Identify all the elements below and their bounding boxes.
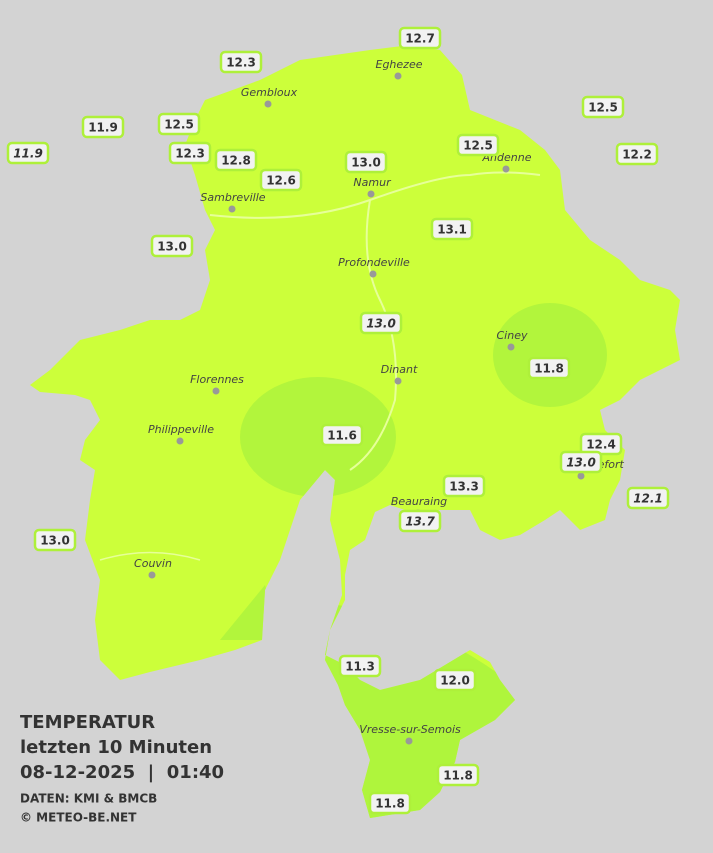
station-value: 13.3 (449, 480, 479, 494)
station-badge (626, 486, 670, 510)
station-value: 13.0 (351, 156, 381, 170)
town-label: Couvin (134, 557, 172, 570)
station-value: 12.2 (622, 148, 652, 162)
station-badge (33, 528, 77, 552)
station-badge (219, 50, 263, 74)
town-dot (507, 343, 515, 351)
legend-title: TEMPERATUR (20, 712, 155, 733)
station-badge (150, 234, 194, 258)
legend-copyright: © METEO-BE.NET (20, 811, 137, 825)
station-value: 11.6 (327, 429, 357, 443)
station-value: 13.0 (40, 534, 70, 548)
station-badge (214, 148, 258, 172)
station-badge (456, 133, 500, 157)
town-dot (367, 190, 375, 198)
town-dot (405, 737, 413, 745)
station-badge (436, 763, 480, 787)
station-badge (442, 474, 486, 498)
town-label: Namur (353, 176, 392, 189)
town-label: Philippeville (148, 423, 214, 436)
town-label: Vresse-sur-Semois (359, 723, 461, 736)
town-label: Profondeville (338, 256, 410, 269)
town-dot (394, 377, 402, 385)
station-badge (433, 668, 477, 692)
station-value: 13.0 (157, 240, 187, 254)
legend: TEMPERATUR letzten 10 Minuten 08-12-2025… (20, 712, 224, 825)
town-label: Florennes (190, 373, 244, 386)
station-value: 13.7 (405, 515, 435, 529)
station-badge (527, 356, 571, 380)
legend-subtitle: letzten 10 Minuten (20, 737, 212, 758)
station-value: 11.8 (534, 362, 564, 376)
town-dot (228, 205, 236, 213)
station-value: 12.5 (164, 118, 194, 132)
station-value: 12.3 (175, 147, 205, 161)
town-dot (502, 165, 510, 173)
station-value: 13.0 (366, 317, 396, 331)
cool-zone (240, 377, 396, 497)
station-value: 12.7 (405, 32, 435, 46)
station-value: 12.0 (440, 674, 470, 688)
town-label: Gembloux (241, 86, 298, 99)
station-value: 13.0 (566, 456, 596, 470)
town-dot (176, 437, 184, 445)
station-badge (157, 112, 201, 136)
town-dot (264, 100, 272, 108)
station-value: 13.1 (437, 223, 467, 237)
station-value: 11.9 (13, 147, 43, 161)
station-badge (368, 791, 412, 815)
station-badge (6, 141, 50, 165)
river (99, 551, 201, 561)
town-label: Sambreville (200, 191, 265, 204)
station-value: 11.8 (443, 769, 473, 783)
town-dot (577, 472, 585, 480)
station-value: 12.4 (586, 438, 616, 452)
stations: 12.7 12.3 12.5 11.9 12.5 11.9 12.3 12.8 13.0 12.5… (6, 26, 670, 815)
station-badge (398, 509, 442, 533)
station-badge (338, 654, 382, 678)
station-value: 11.8 (375, 797, 405, 811)
town-label: Eghezee (376, 58, 423, 71)
station-badge (168, 141, 212, 165)
station-value: 12.3 (226, 56, 256, 70)
station-badge (320, 423, 364, 447)
legend-source: DATEN: KMI & BMCB (20, 792, 157, 806)
river (349, 199, 397, 471)
town-dot (394, 72, 402, 80)
station-badge (615, 142, 659, 166)
station-badge (81, 115, 125, 139)
station-badge (581, 95, 625, 119)
station-badge (398, 26, 442, 50)
station-value: 12.8 (221, 154, 251, 168)
station-badge (344, 150, 388, 174)
legend-datetime: 08-12-2025 | 01:40 (20, 762, 224, 783)
station-badge (430, 217, 474, 241)
station-badge (259, 168, 303, 192)
station-value: 11.3 (345, 660, 375, 674)
station-value: 11.9 (88, 121, 118, 135)
town-dot (369, 270, 377, 278)
station-badge (359, 311, 403, 335)
cool-zone (493, 303, 607, 407)
station-badge (559, 450, 603, 474)
town-label: Dinant (381, 363, 418, 376)
station-value: 12.5 (588, 101, 618, 115)
station-value: 12.5 (463, 139, 493, 153)
town-dot (148, 571, 156, 579)
town-dot (212, 387, 220, 395)
river (209, 171, 541, 219)
station-value: 12.6 (266, 174, 296, 188)
station-value: 12.1 (633, 492, 663, 506)
town-label: Ciney (497, 329, 528, 342)
town-label: Beauraing (391, 495, 447, 508)
